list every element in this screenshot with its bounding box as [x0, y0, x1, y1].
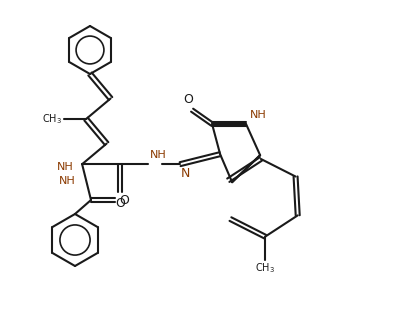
- Text: NH: NH: [59, 176, 76, 186]
- Text: O: O: [115, 197, 125, 210]
- Text: O: O: [119, 194, 129, 206]
- Text: CH$_3$: CH$_3$: [42, 112, 62, 126]
- Text: N: N: [181, 167, 191, 180]
- Text: NH: NH: [150, 150, 167, 160]
- Text: CH$_3$: CH$_3$: [255, 262, 275, 275]
- Text: O: O: [183, 93, 193, 106]
- Text: NH: NH: [57, 162, 74, 172]
- Text: NH: NH: [250, 110, 267, 120]
